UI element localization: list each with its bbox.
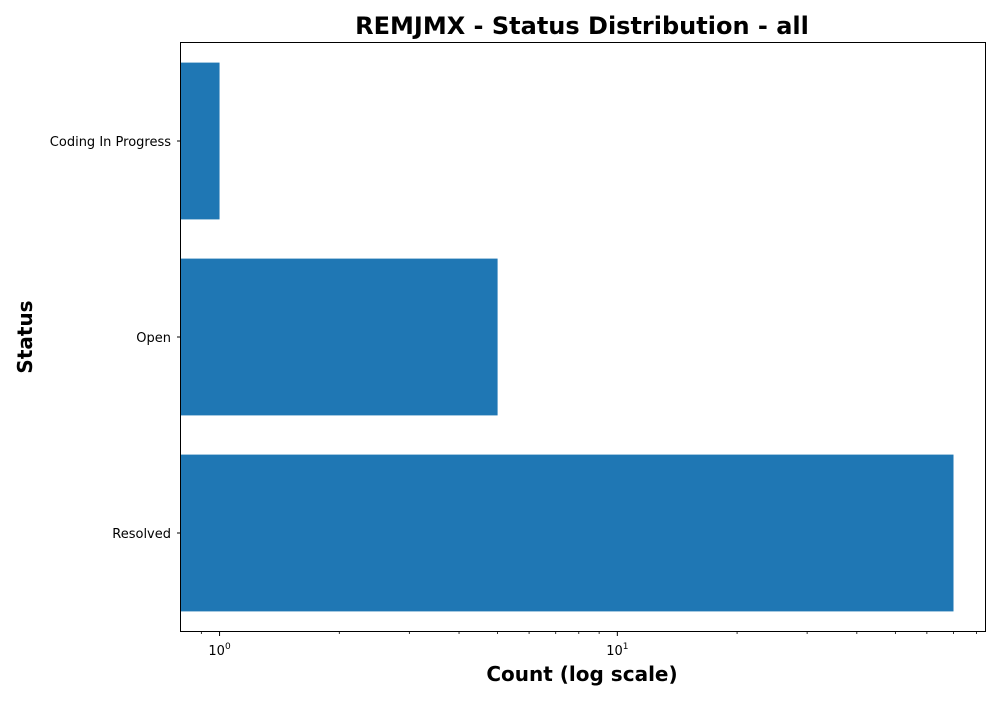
y-tick-label: Open xyxy=(136,331,171,346)
bars-layer xyxy=(181,62,954,612)
y-axis-label: Status xyxy=(13,300,37,373)
x-tick-label: 100 xyxy=(208,642,231,659)
y-tick-label: Coding In Progress xyxy=(50,135,171,150)
y-tick-label: Resolved xyxy=(112,527,171,542)
ticks-layer: Coding In Progress Open Resolved 100 101 xyxy=(50,135,977,659)
x-tick-label: 101 xyxy=(606,642,628,659)
bar-open xyxy=(181,258,498,416)
bar-resolved xyxy=(181,454,954,612)
bar-coding-in-progress xyxy=(181,62,220,220)
x-axis-label: Count (log scale) xyxy=(486,662,677,686)
plot-area-frame xyxy=(180,42,986,632)
chart-title: REMJMX - Status Distribution - all xyxy=(355,12,809,40)
